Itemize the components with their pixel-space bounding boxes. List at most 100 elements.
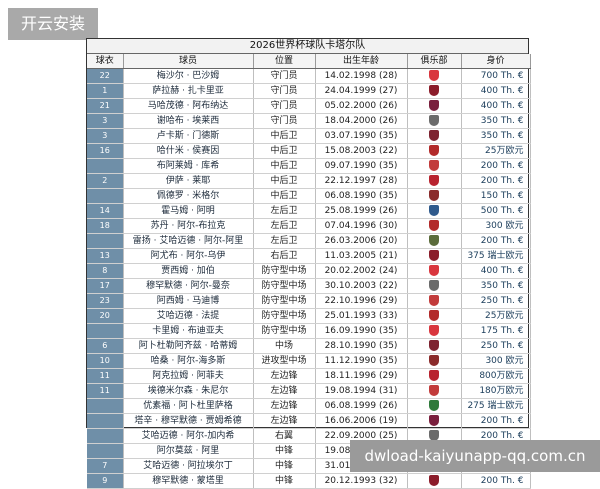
club-crest-cell <box>407 113 462 129</box>
player-birth-age: 11.03.2005 (21) <box>315 248 408 264</box>
player-name: 艾哈迈德 · 法提 <box>123 308 254 324</box>
player-market-value: 300 欧元 <box>461 353 531 369</box>
club-crest-icon <box>429 280 439 291</box>
club-crest-icon <box>429 310 439 321</box>
player-name: 佩德罗 · 米格尔 <box>123 188 254 204</box>
player-market-value: 150 Th. € <box>461 188 531 204</box>
player-name: 马哈茂德 · 阿布纳达 <box>123 98 254 114</box>
table-row: 塔辛 · 穆罕默德 · 贾姆希德 左边锋 16.06.2006 (19) 200 Th… <box>87 413 531 429</box>
player-name: 阿卜杜勒阿齐兹 · 哈蒂姆 <box>123 338 254 354</box>
player-position: 右后卫 <box>253 248 316 264</box>
club-crest-cell <box>407 188 462 204</box>
player-market-value: 350 Th. € <box>461 278 531 294</box>
player-number <box>87 188 124 204</box>
player-number: 18 <box>87 218 124 234</box>
player-number <box>87 443 124 459</box>
app-badge: 开云安装 <box>8 8 98 40</box>
player-number: 6 <box>87 338 124 354</box>
club-crest-icon <box>429 325 439 336</box>
player-market-value: 200 Th. € <box>461 233 531 249</box>
player-name: 布阿莱姆 · 库希 <box>123 158 254 174</box>
player-market-value: 25万欧元 <box>461 143 531 159</box>
club-crest-icon <box>429 100 439 111</box>
player-name: 卢卡斯 · 门德斯 <box>123 128 254 144</box>
player-position: 防守型中场 <box>253 263 316 279</box>
club-crest-icon <box>429 235 439 246</box>
header-birth-age: 出生年龄 <box>315 54 408 69</box>
player-position: 左边锋 <box>253 413 316 429</box>
club-crest-cell <box>407 308 462 324</box>
player-position: 中后卫 <box>253 188 316 204</box>
player-birth-age: 18.04.2000 (26) <box>315 113 408 129</box>
player-number: 13 <box>87 248 124 264</box>
player-market-value: 400 Th. € <box>461 83 531 99</box>
club-crest-cell <box>407 203 462 219</box>
table-row: 8 贾西姆 · 加伯 防守型中场 20.02.2002 (24) 400 Th. € <box>87 263 531 279</box>
player-position: 守门员 <box>253 83 316 99</box>
player-name: 优素福 · 阿卜杜里萨格 <box>123 398 254 414</box>
player-birth-age: 16.06.2006 (19) <box>315 413 408 429</box>
player-name: 霍马姆 · 阿明 <box>123 203 254 219</box>
table-row: 卡里姆 · 布迪亚夫 防守型中场 16.09.1990 (35) 175 Th. € <box>87 323 531 339</box>
player-birth-age: 19.08.1994 (31) <box>315 383 408 399</box>
club-crest-icon <box>429 175 439 186</box>
player-position: 中锋 <box>253 443 316 459</box>
player-position: 中后卫 <box>253 143 316 159</box>
player-market-value: 375 瑞士欧元 <box>461 248 531 264</box>
player-number <box>87 413 124 429</box>
club-crest-cell <box>407 383 462 399</box>
club-crest-icon <box>429 475 439 486</box>
club-crest-cell <box>407 293 462 309</box>
player-birth-age: 07.04.1996 (30) <box>315 218 408 234</box>
club-crest-cell <box>407 263 462 279</box>
player-market-value: 200 Th. € <box>461 473 531 489</box>
club-crest-icon <box>429 70 439 81</box>
player-birth-age: 15.08.2003 (22) <box>315 143 408 159</box>
club-crest-cell <box>407 248 462 264</box>
player-number: 7 <box>87 458 124 474</box>
table-row: 11 埃德米尔森 · 朱尼尔 左边锋 19.08.1994 (31) 180万欧元 <box>87 383 531 399</box>
player-market-value: 300 欧元 <box>461 218 531 234</box>
club-crest-icon <box>429 115 439 126</box>
player-position: 左边锋 <box>253 368 316 384</box>
player-birth-age: 16.09.1990 (35) <box>315 323 408 339</box>
header-player: 球员 <box>123 54 254 69</box>
player-birth-age: 06.08.1999 (26) <box>315 398 408 414</box>
club-crest-cell <box>407 68 462 84</box>
player-name: 雷扬 · 艾哈迈德 · 阿尔-阿里 <box>123 233 254 249</box>
player-birth-age: 09.07.1990 (35) <box>315 158 408 174</box>
club-crest-cell <box>407 413 462 429</box>
player-name: 穆罕默德 · 阿尔-曼奈 <box>123 278 254 294</box>
club-crest-cell <box>407 278 462 294</box>
player-number: 2 <box>87 173 124 189</box>
club-crest-cell <box>407 98 462 114</box>
player-name: 萨拉赫 · 扎卡里亚 <box>123 83 254 99</box>
player-position: 防守型中场 <box>253 308 316 324</box>
player-position: 左边锋 <box>253 398 316 414</box>
player-number: 17 <box>87 278 124 294</box>
player-birth-age: 06.08.1990 (35) <box>315 188 408 204</box>
squad-table: 球衣 球员 位置 出生年龄 俱乐部 身价 22 梅沙尔 · 巴沙姆 守门员 14.02… <box>87 54 531 489</box>
player-number: 3 <box>87 128 124 144</box>
player-number: 8 <box>87 263 124 279</box>
header-value: 身价 <box>461 54 531 69</box>
table-row: 23 阿西姆 · 马迪博 防守型中场 22.10.1996 (29) 250 Th. € <box>87 293 531 309</box>
player-position: 守门员 <box>253 68 316 84</box>
player-position: 中后卫 <box>253 128 316 144</box>
player-birth-age: 11.12.1990 (35) <box>315 353 408 369</box>
player-name: 阿尤布 · 阿尔-乌伊 <box>123 248 254 264</box>
player-position: 防守型中场 <box>253 293 316 309</box>
club-crest-cell <box>407 83 462 99</box>
player-position: 中场 <box>253 338 316 354</box>
club-crest-icon <box>429 190 439 201</box>
club-crest-icon <box>429 265 439 276</box>
player-name: 贾西姆 · 加伯 <box>123 263 254 279</box>
player-birth-age: 22.12.1997 (28) <box>315 173 408 189</box>
player-number <box>87 323 124 339</box>
player-birth-age: 03.07.1990 (35) <box>315 128 408 144</box>
player-name: 哈什米 · 侯赛因 <box>123 143 254 159</box>
player-birth-age: 24.04.1999 (27) <box>315 83 408 99</box>
table-row: 10 哈桑 · 阿尔-海多斯 进攻型中场 11.12.1990 (35) 300 欧元 <box>87 353 531 369</box>
header-position: 位置 <box>253 54 316 69</box>
club-crest-cell <box>407 323 462 339</box>
